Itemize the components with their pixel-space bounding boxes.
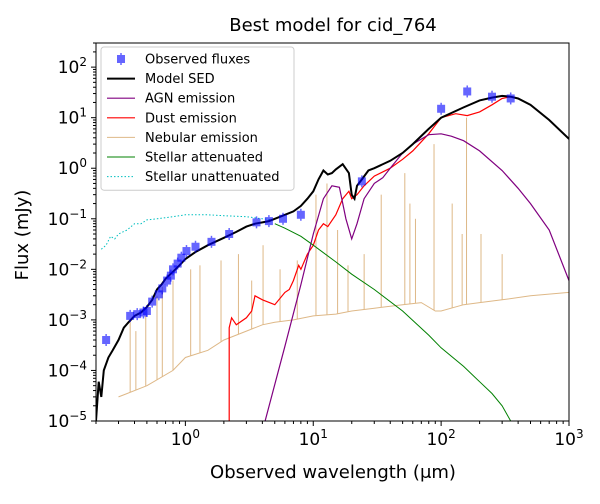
legend-entry-nebular-emission: Nebular emission	[107, 131, 258, 146]
legend-entry-stellar-attenuated: Stellar attenuated	[107, 151, 263, 166]
series-dust-emission	[228, 96, 569, 421]
x-ticks: 100 101 102 103	[95, 421, 584, 450]
series-agn-emission	[264, 133, 569, 421]
observed-flux-point	[126, 309, 135, 322]
legend-label: Stellar attenuated	[145, 151, 263, 166]
series-stellar-attenuated	[274, 223, 512, 421]
legend-entry-agn-emission: AGN emission	[107, 92, 235, 107]
y-tick-label: 10−1	[48, 207, 87, 230]
observed-flux-point	[506, 92, 515, 105]
observed-flux-point	[279, 212, 288, 225]
y-ticks: 10−5 10−4 10−3 10−2 10−1 100 101 102	[48, 42, 96, 432]
y-tick-label: 10−4	[48, 358, 87, 381]
observed-flux-point	[264, 215, 273, 228]
y-tick-label: 10−3	[48, 308, 87, 331]
chart-title: Best model for cid_764	[229, 15, 437, 36]
legend-marker	[117, 53, 125, 65]
legend: Observed fluxes Model SED AGN emission Dust…	[100, 46, 295, 191]
observed-flux-point	[463, 85, 472, 98]
legend-label: Nebular emission	[145, 131, 258, 146]
plot-area	[95, 42, 570, 422]
observed-flux-point	[437, 102, 446, 115]
series-nebular-emission	[118, 291, 569, 398]
observed-flux-point	[158, 282, 167, 295]
observed-flux-point	[142, 304, 151, 317]
legend-entry-observed-fluxes: Observed fluxes	[117, 53, 250, 68]
observed-flux-point	[296, 208, 305, 221]
y-tick-label: 100	[58, 156, 87, 179]
x-tick-label: 103	[554, 427, 583, 450]
observed-flux-point	[168, 263, 177, 276]
observed-flux-point	[225, 228, 234, 241]
legend-label: Model SED	[145, 72, 215, 87]
x-tick-label: 100	[171, 427, 200, 450]
y-tick-label: 10−5	[48, 409, 87, 432]
observed-flux-point	[133, 308, 142, 321]
legend-label: Stellar unattenuated	[145, 170, 279, 185]
y-tick-label: 102	[58, 55, 87, 78]
observed-flux-point	[102, 334, 111, 347]
legend-entry-stellar-unattenuated: Stellar unattenuated	[107, 170, 279, 185]
observed-flux-point	[191, 240, 200, 253]
legend-label: Dust emission	[145, 111, 237, 126]
axes-frame	[95, 42, 570, 422]
plot-inner	[96, 85, 569, 421]
observed-flux-point	[182, 245, 191, 258]
observed-flux-point	[177, 251, 186, 264]
legend-box	[100, 46, 295, 191]
y-tick-label: 10−2	[48, 257, 87, 280]
y-tick-label: 101	[58, 106, 87, 129]
observed-flux-point	[148, 295, 157, 308]
legend-label: AGN emission	[145, 92, 235, 107]
observed-flux-point	[252, 216, 261, 229]
legend-entry-model-sed: Model SED	[107, 72, 215, 87]
x-tick-label: 102	[426, 427, 455, 450]
observed-flux-point	[357, 175, 366, 188]
x-tick-label: 101	[299, 427, 328, 450]
legend-label: Observed fluxes	[145, 53, 250, 68]
series-stellar-unattenuated	[100, 214, 275, 250]
y-axis-label: Flux (mJy)	[12, 190, 33, 281]
observed-flux-point	[488, 90, 497, 103]
legend-entry-dust-emission: Dust emission	[107, 111, 237, 126]
observed-flux-point	[207, 235, 216, 248]
x-axis-label: Observed wavelength (μm)	[210, 462, 456, 483]
